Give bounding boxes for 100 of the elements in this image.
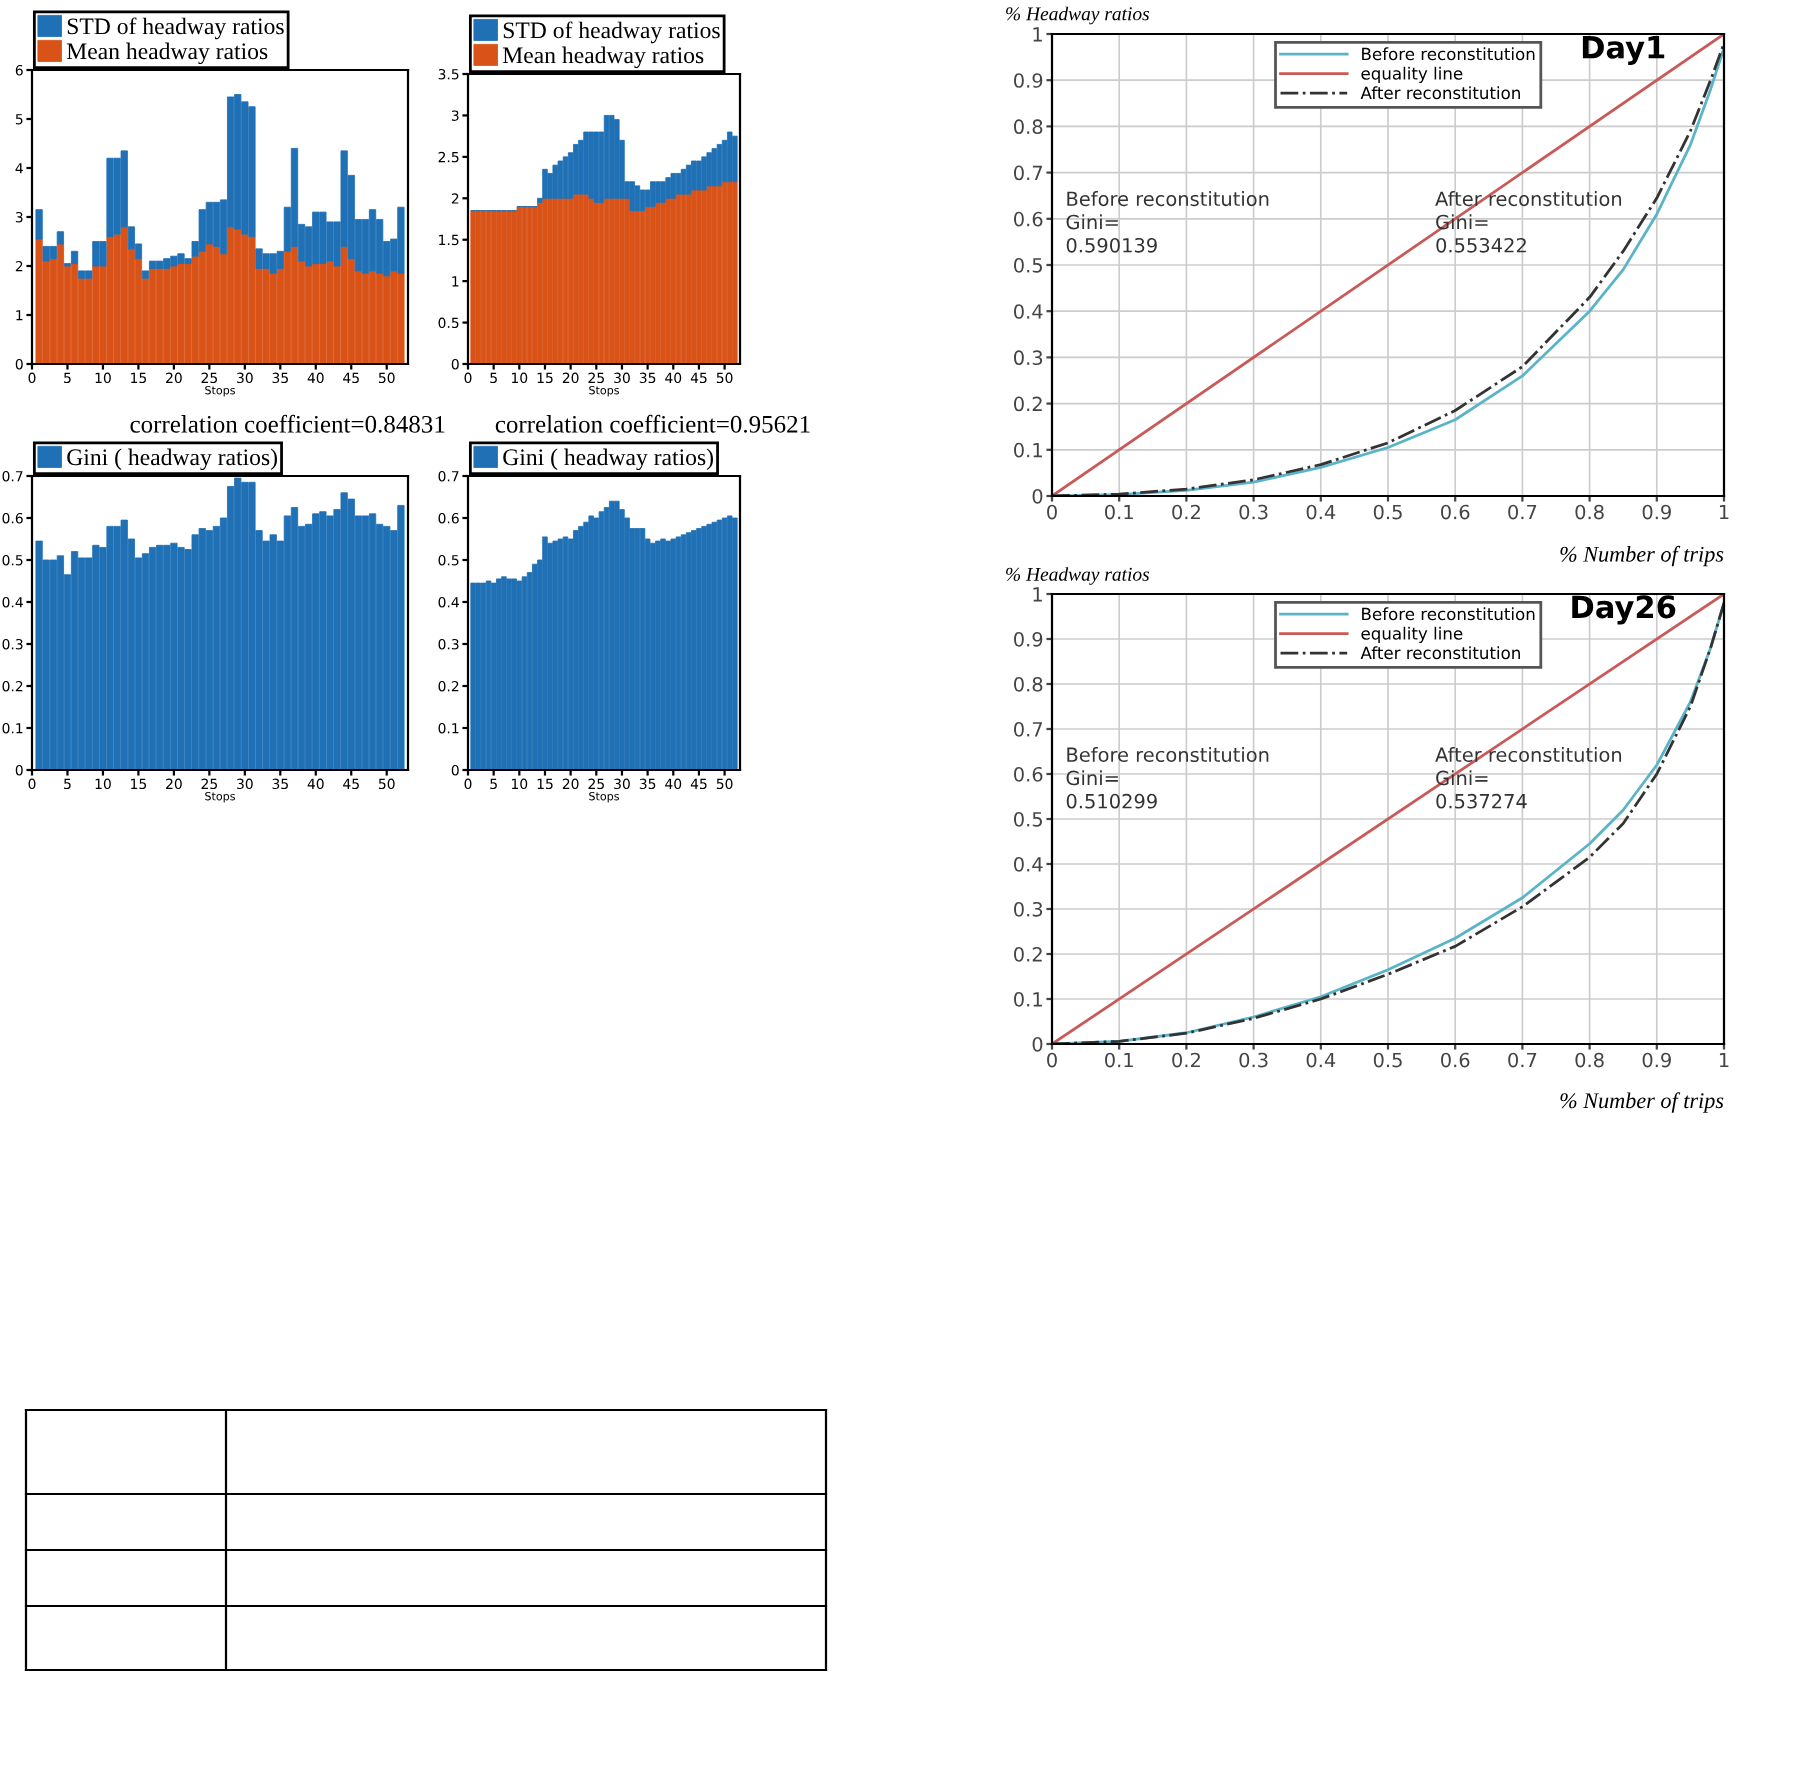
- bar: [163, 258, 171, 269]
- bar: [148, 546, 157, 770]
- bar: [701, 156, 707, 191]
- legend-label: equality line: [1361, 66, 1463, 83]
- y-tick-label: 0.7: [1014, 721, 1043, 737]
- bar: [680, 168, 687, 195]
- bar: [567, 152, 574, 199]
- bar: [248, 481, 256, 770]
- bar: [134, 258, 143, 364]
- bar: [262, 268, 270, 364]
- bar: [721, 139, 728, 183]
- chart-title: Day1: [1582, 36, 1665, 65]
- x-axis-title: % Number of trips: [1560, 1092, 1724, 1113]
- bar: [241, 481, 249, 770]
- y-tick-label: 0.9: [1014, 631, 1043, 647]
- bar: [205, 201, 213, 245]
- bar: [665, 177, 671, 199]
- y-tick-label: 0.7: [1014, 165, 1043, 181]
- x-tick-label: 0: [1047, 504, 1057, 520]
- bar: [56, 231, 64, 245]
- y-tick-label: 0.4: [1014, 856, 1043, 872]
- x-tick-label: 0.4: [1306, 504, 1336, 520]
- bar: [92, 265, 100, 364]
- bar: [326, 260, 334, 364]
- bar: [319, 263, 327, 364]
- bar: [573, 144, 579, 195]
- bar: [148, 268, 157, 364]
- y-tick-label: 0.3: [1014, 901, 1043, 917]
- bar: [670, 173, 677, 199]
- y-axis-title: % Headway ratios: [1006, 6, 1150, 25]
- bar: [368, 209, 377, 272]
- x-tick-label: 0.5: [1373, 504, 1402, 520]
- text: correlation coefficient=0.95621: [495, 414, 810, 433]
- bar: [470, 582, 476, 770]
- bar: [262, 253, 270, 269]
- bar: [212, 245, 221, 364]
- x-tick-label: 1: [1719, 1052, 1729, 1068]
- x-tick-label: 0.4: [1306, 1052, 1336, 1068]
- bar: [70, 250, 79, 264]
- bar: [319, 511, 327, 770]
- chart-title: Day26: [1572, 595, 1676, 625]
- bar: [113, 233, 121, 364]
- annotation: Before reconstitution Gini= 0.510299: [1066, 747, 1269, 809]
- y-tick-label: 0.6: [1014, 211, 1043, 227]
- bar: [397, 272, 405, 364]
- bar: [319, 211, 327, 264]
- bar: [283, 515, 292, 770]
- bar: [92, 544, 100, 770]
- legend-label: Before reconstitution: [1362, 47, 1535, 61]
- x-tick-label: 0.1: [1105, 1052, 1133, 1068]
- bar: [361, 515, 370, 770]
- x-tick-label: 0.2: [1172, 504, 1200, 520]
- bar: [290, 507, 299, 770]
- bar: [35, 238, 43, 364]
- legend-label: Gini ( headway ratios): [503, 448, 713, 471]
- bar: [191, 255, 199, 364]
- bar: [390, 270, 398, 364]
- bar: [732, 181, 738, 364]
- bar: [212, 525, 221, 770]
- bar: [634, 185, 641, 212]
- y-tick-label: 0: [1032, 1036, 1043, 1052]
- y-tick-label: 0.2: [1014, 396, 1042, 412]
- y-tick-label: 0.3: [1014, 350, 1043, 366]
- bar: [368, 513, 377, 770]
- bar: [552, 164, 558, 199]
- bar: [35, 209, 43, 240]
- y-tick-label: 0.1: [1014, 442, 1042, 458]
- bar: [141, 553, 150, 770]
- bar: [397, 504, 405, 770]
- y-tick-label: 0.5: [1014, 811, 1042, 827]
- bar: [732, 517, 738, 770]
- bar: [170, 542, 178, 770]
- x-axis-title: % Number of trips: [1560, 545, 1724, 567]
- bar: [269, 253, 277, 274]
- bar: [212, 201, 221, 247]
- bar: [248, 236, 256, 364]
- y-tick-label: 0.4: [1014, 304, 1043, 319]
- bar: [255, 248, 263, 269]
- x-tick-label: 0.3: [1239, 504, 1268, 520]
- bar: [241, 233, 249, 364]
- y-axis-title: % Headway ratios: [1006, 567, 1150, 585]
- bar: [691, 160, 697, 191]
- x-tick-label: 0.7: [1508, 504, 1537, 520]
- legend-label: After reconstitution: [1360, 646, 1520, 660]
- bar: [141, 270, 150, 279]
- bar: [170, 265, 178, 364]
- x-tick-label: 0.9: [1642, 1052, 1671, 1068]
- bar: [629, 181, 635, 212]
- x-tick-label: 0.5: [1373, 1052, 1402, 1068]
- bar: [42, 245, 50, 262]
- bar: [283, 250, 292, 364]
- legend-label: After reconstitution: [1360, 86, 1520, 100]
- bar: [106, 525, 114, 770]
- bar: [290, 245, 299, 364]
- bar: [326, 515, 334, 770]
- x-tick-label: 0.8: [1575, 504, 1604, 520]
- x-tick-label: 0: [1047, 1052, 1057, 1068]
- bar: [148, 260, 157, 269]
- x-tick-label: 0.2: [1172, 1052, 1200, 1068]
- x-tick-label: 0.8: [1575, 1052, 1604, 1068]
